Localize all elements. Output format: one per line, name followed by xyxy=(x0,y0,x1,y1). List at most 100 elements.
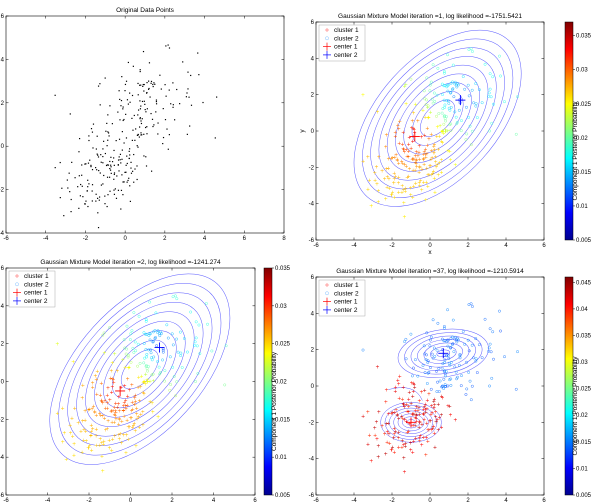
data-point xyxy=(467,94,471,98)
panel-4: Gaussian Mixture Model iteration =37, lo… xyxy=(309,268,592,503)
data-point xyxy=(140,134,142,136)
data-point: + xyxy=(426,427,430,433)
data-point xyxy=(487,91,491,95)
data-point xyxy=(150,80,153,83)
data-point: + xyxy=(390,448,394,454)
data-point: + xyxy=(402,84,406,90)
data-point: + xyxy=(141,422,145,428)
x-tick-label: -2 xyxy=(389,243,395,249)
data-point: + xyxy=(105,400,109,406)
data-point: + xyxy=(110,385,114,391)
data-point xyxy=(122,106,124,108)
data-point xyxy=(87,162,90,164)
contour-line xyxy=(370,47,505,190)
data-point xyxy=(194,380,197,383)
data-point xyxy=(446,338,450,342)
data-point xyxy=(403,340,406,343)
chart-title: Gaussian Mixture Model iteration =2, log… xyxy=(40,259,221,266)
data-point xyxy=(168,47,171,49)
data-point: + xyxy=(440,129,444,135)
data-point xyxy=(451,87,455,91)
data-point xyxy=(446,384,450,388)
data-point: + xyxy=(91,404,95,410)
data-point: + xyxy=(402,201,406,207)
contour-line xyxy=(430,346,457,361)
data-point: + xyxy=(98,443,102,449)
data-point xyxy=(404,337,408,341)
x-tick-label: -6 xyxy=(3,236,9,242)
data-point: + xyxy=(420,442,424,448)
data-point xyxy=(490,121,494,125)
data-point xyxy=(117,111,119,113)
data-point: + xyxy=(425,152,429,158)
data-point: + xyxy=(427,172,431,178)
data-point xyxy=(453,82,457,86)
data-point xyxy=(139,84,141,86)
data-point xyxy=(168,134,170,136)
data-point: + xyxy=(133,402,137,408)
data-point xyxy=(190,74,192,77)
data-point xyxy=(113,193,116,195)
data-point xyxy=(152,83,154,86)
data-point: + xyxy=(151,378,155,384)
data-point xyxy=(449,91,452,95)
data-point xyxy=(435,114,438,118)
data-point xyxy=(102,162,104,164)
data-point: + xyxy=(395,158,399,164)
data-point: + xyxy=(421,412,425,418)
data-point: + xyxy=(392,450,396,456)
data-point xyxy=(109,105,111,107)
data-point xyxy=(125,324,129,328)
data-point xyxy=(91,184,94,186)
data-point xyxy=(186,92,188,94)
data-point: + xyxy=(426,105,430,111)
data-point: + xyxy=(405,430,409,436)
data-point: + xyxy=(64,457,68,463)
data-point: + xyxy=(401,147,405,153)
data-point xyxy=(91,190,93,192)
data-point: + xyxy=(432,151,436,157)
data-point xyxy=(107,132,110,134)
data-point: + xyxy=(120,419,124,425)
data-point xyxy=(96,169,98,171)
data-point: + xyxy=(397,190,401,196)
data-point xyxy=(162,108,164,110)
data-point: + xyxy=(417,170,421,176)
data-point: + xyxy=(111,408,115,414)
data-point: + xyxy=(410,412,414,418)
data-point: + xyxy=(423,115,427,121)
colorbar-tick-label: 0.02 xyxy=(275,380,287,386)
data-point xyxy=(86,190,88,192)
data-point: + xyxy=(413,385,417,391)
data-point xyxy=(147,348,151,352)
y-tick-label: 2 xyxy=(1,101,5,107)
contour-line xyxy=(393,410,429,435)
data-point xyxy=(469,398,473,402)
data-point xyxy=(109,167,111,170)
data-point xyxy=(185,96,187,98)
chart-title: Original Data Points xyxy=(116,7,175,14)
data-point: + xyxy=(55,411,59,417)
data-point xyxy=(475,371,479,374)
data-point: + xyxy=(387,176,391,182)
data-point: + xyxy=(80,450,84,456)
data-point: + xyxy=(407,155,411,161)
data-point: + xyxy=(446,148,450,154)
data-point xyxy=(139,118,141,120)
data-point: + xyxy=(440,140,444,146)
data-point: + xyxy=(129,409,133,415)
data-point xyxy=(446,89,450,93)
data-point xyxy=(160,332,163,335)
data-point xyxy=(132,170,134,172)
data-point xyxy=(137,146,139,148)
data-point: + xyxy=(412,412,416,418)
data-point: + xyxy=(453,417,457,423)
data-point xyxy=(414,358,417,362)
data-point: + xyxy=(418,439,422,445)
data-point: + xyxy=(411,126,415,132)
data-point xyxy=(91,169,94,171)
data-point: + xyxy=(90,380,94,386)
data-point xyxy=(474,102,478,106)
colorbar-tick-label: 0.02 xyxy=(576,413,588,419)
data-point xyxy=(104,152,106,155)
